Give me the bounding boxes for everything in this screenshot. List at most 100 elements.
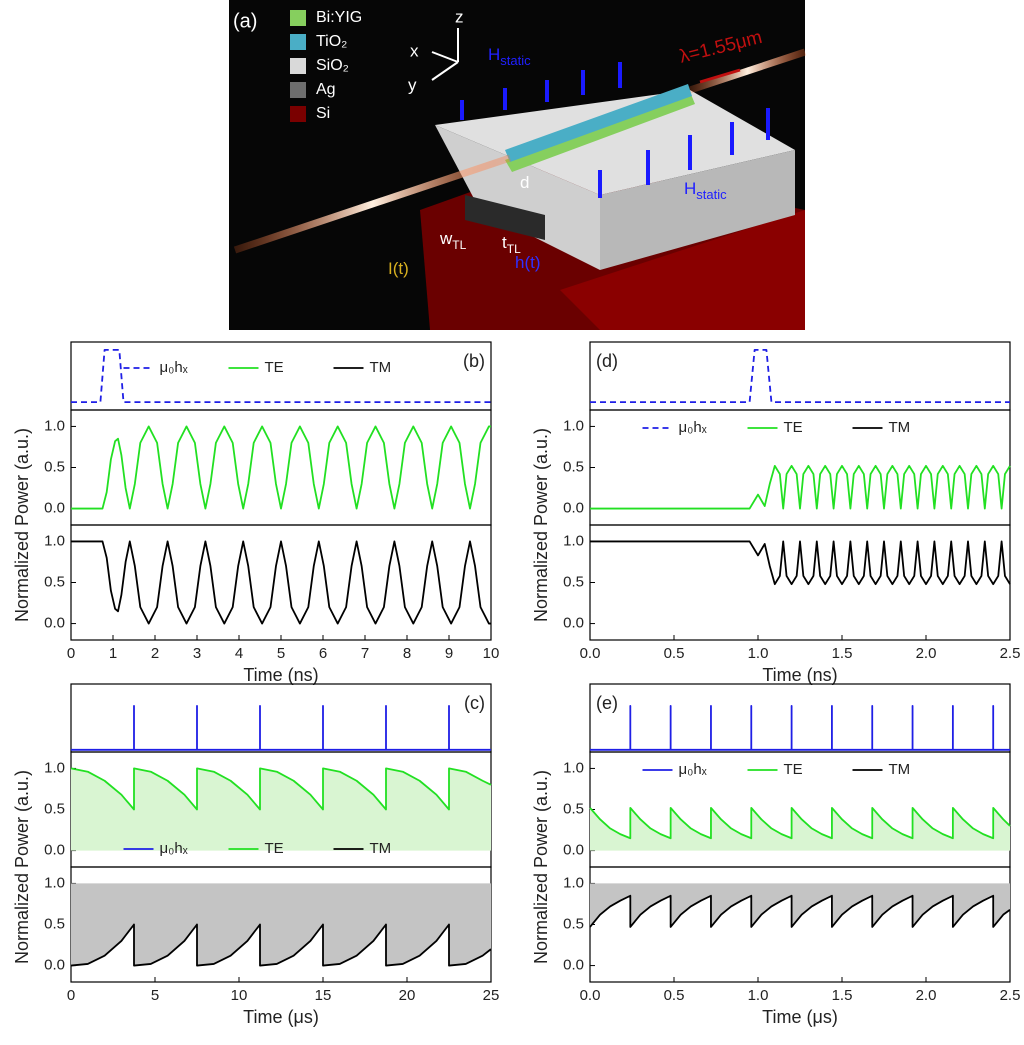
plot-frame bbox=[590, 342, 1010, 410]
annotation-sub: TL bbox=[452, 238, 466, 252]
legend-label: TM bbox=[889, 419, 911, 436]
annotation-main: I(t) bbox=[388, 259, 409, 278]
material-swatch bbox=[290, 106, 306, 122]
annotation-sub: static bbox=[696, 187, 727, 202]
y-axis-label: Normalized Power (a.u.) bbox=[12, 428, 32, 622]
material-name: Bi:YIG bbox=[316, 9, 362, 26]
legend-label: TM bbox=[370, 840, 392, 857]
legend-label: μ₀hₓ bbox=[160, 840, 188, 857]
y-tick-label: 0.5 bbox=[44, 458, 65, 475]
plot-frame bbox=[590, 684, 1010, 752]
y-tick-label: 1.0 bbox=[44, 874, 65, 891]
x-axis-label: Time (μs) bbox=[243, 1007, 319, 1027]
y-tick-label: 1.0 bbox=[563, 417, 584, 434]
x-tick-label: 2.5 bbox=[1000, 645, 1021, 662]
x-tick-label: 1.5 bbox=[832, 645, 853, 662]
x-tick-label: 25 bbox=[483, 987, 500, 1004]
y-tick-label: 0.0 bbox=[563, 500, 584, 517]
figure: z x y (a) Hstatic Hstatic d wTL tTL h(t)… bbox=[0, 0, 1024, 1045]
legend-label: μ₀hₓ bbox=[679, 761, 707, 778]
series-line bbox=[590, 541, 1010, 584]
x-tick-label: 15 bbox=[315, 987, 332, 1004]
y-tick-label: 0.5 bbox=[563, 915, 584, 932]
material-name: Ag bbox=[316, 81, 336, 98]
annotation: d bbox=[520, 173, 529, 192]
x-tick-label: 10 bbox=[483, 645, 500, 662]
plot-frame bbox=[71, 342, 491, 410]
material-swatch bbox=[290, 58, 306, 74]
y-tick-label: 0.5 bbox=[44, 800, 65, 817]
panel-label: (b) bbox=[463, 351, 485, 371]
legend-label: μ₀hₓ bbox=[160, 359, 188, 376]
legend: μ₀hₓ TE TM bbox=[643, 761, 911, 778]
series-line bbox=[590, 706, 1010, 750]
x-tick-label: 0 bbox=[67, 645, 75, 662]
x-axis-label: Time (μs) bbox=[762, 1007, 838, 1027]
y-tick-label: 0.5 bbox=[563, 800, 584, 817]
x-tick-label: 0.0 bbox=[580, 987, 601, 1004]
x-tick-label: 7 bbox=[361, 645, 369, 662]
legend-label: TE bbox=[265, 840, 284, 857]
y-tick-label: 0.0 bbox=[44, 615, 65, 632]
x-tick-label: 2 bbox=[151, 645, 159, 662]
axis-z: z bbox=[455, 7, 464, 26]
x-tick-label: 0.5 bbox=[664, 645, 685, 662]
x-tick-label: 5 bbox=[151, 987, 159, 1004]
x-tick-label: 1.0 bbox=[748, 645, 769, 662]
y-tick-label: 0.0 bbox=[44, 842, 65, 859]
axis-y: y bbox=[408, 75, 417, 94]
y-axis-label: Normalized Power (a.u.) bbox=[531, 428, 551, 622]
y-axis-label: Normalized Power (a.u.) bbox=[12, 770, 32, 964]
legend-label: TM bbox=[889, 761, 911, 778]
y-tick-label: 0.0 bbox=[563, 842, 584, 859]
y-tick-label: 0.5 bbox=[44, 915, 65, 932]
panel-label: (c) bbox=[464, 693, 485, 713]
annotation-main: H bbox=[488, 45, 500, 64]
y-tick-label: 0.0 bbox=[44, 500, 65, 517]
series-line bbox=[590, 466, 1010, 509]
y-tick-label: 0.5 bbox=[563, 458, 584, 475]
x-tick-label: 8 bbox=[403, 645, 411, 662]
y-tick-label: 1.0 bbox=[44, 532, 65, 549]
x-tick-label: 0 bbox=[67, 987, 75, 1004]
x-tick-label: 2.0 bbox=[916, 645, 937, 662]
x-axis-label: Time (ns) bbox=[243, 665, 318, 685]
panel-label: (d) bbox=[596, 351, 618, 371]
x-axis-label: Time (ns) bbox=[762, 665, 837, 685]
series-line bbox=[71, 426, 491, 508]
y-tick-label: 1.0 bbox=[563, 532, 584, 549]
material-name: SiO₂ bbox=[316, 57, 349, 74]
y-tick-label: 1.0 bbox=[563, 759, 584, 776]
legend-label: TM bbox=[370, 359, 392, 376]
annotation: I(t) bbox=[388, 259, 409, 278]
y-tick-label: 1.0 bbox=[44, 417, 65, 434]
series-line bbox=[71, 706, 491, 750]
legend: μ₀hₓ TE TM bbox=[124, 359, 392, 376]
legend-label: TE bbox=[784, 419, 803, 436]
annotation-main: H bbox=[684, 179, 696, 198]
x-tick-label: 0.5 bbox=[664, 987, 685, 1004]
x-tick-label: 3 bbox=[193, 645, 201, 662]
material-name: TiO₂ bbox=[316, 33, 347, 50]
y-tick-label: 0.5 bbox=[44, 573, 65, 590]
x-tick-label: 2.0 bbox=[916, 987, 937, 1004]
annotation-main: h(t) bbox=[515, 253, 541, 272]
annotation-main: w bbox=[439, 229, 453, 248]
y-tick-label: 0.0 bbox=[563, 957, 584, 974]
x-tick-label: 9 bbox=[445, 645, 453, 662]
x-tick-label: 10 bbox=[231, 987, 248, 1004]
x-tick-label: 0.0 bbox=[580, 645, 601, 662]
x-tick-label: 1.0 bbox=[748, 987, 769, 1004]
y-tick-label: 0.5 bbox=[563, 573, 584, 590]
material-swatch bbox=[290, 10, 306, 26]
annotation-main: d bbox=[520, 173, 529, 192]
material-swatch bbox=[290, 34, 306, 50]
material-name: Si bbox=[316, 105, 330, 122]
series-line bbox=[71, 350, 491, 402]
material-swatch bbox=[290, 82, 306, 98]
series-line bbox=[71, 541, 491, 623]
legend-label: TE bbox=[265, 359, 284, 376]
y-tick-label: 1.0 bbox=[44, 759, 65, 776]
panel-label: (a) bbox=[233, 10, 257, 32]
legend-label: TE bbox=[784, 761, 803, 778]
